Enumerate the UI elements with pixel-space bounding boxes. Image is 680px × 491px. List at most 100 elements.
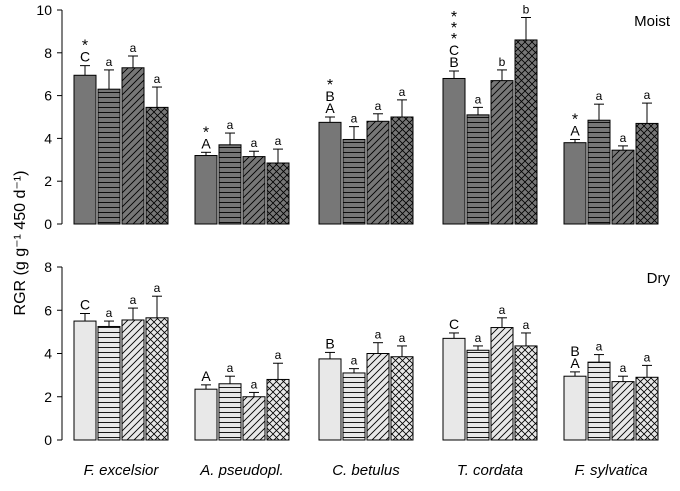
bar bbox=[342, 372, 366, 441]
bar bbox=[390, 356, 414, 441]
significance-star: * bbox=[203, 124, 209, 141]
bar bbox=[587, 361, 611, 441]
y-tick-label: 4 bbox=[44, 130, 52, 146]
panel-title: Moist bbox=[634, 13, 671, 30]
bar bbox=[73, 74, 97, 225]
bar bbox=[635, 376, 659, 441]
significance-letter: a bbox=[620, 131, 627, 145]
x-category-label: F. excelsior bbox=[84, 462, 160, 479]
significance-letter: a bbox=[227, 361, 234, 375]
bar bbox=[490, 327, 514, 441]
bar bbox=[442, 337, 466, 441]
significance-letter: a bbox=[475, 92, 482, 106]
significance-letter: a bbox=[130, 293, 137, 307]
bar bbox=[390, 116, 414, 225]
significance-letter: a bbox=[275, 134, 282, 148]
significance-letter: A bbox=[201, 368, 211, 384]
significance-letter: a bbox=[154, 72, 161, 86]
significance-letter: a bbox=[523, 318, 530, 332]
significance-letter: a bbox=[375, 99, 382, 113]
significance-letter: a bbox=[399, 331, 406, 345]
bar bbox=[97, 325, 121, 441]
bar-group: BAa a a bbox=[563, 340, 659, 441]
bar bbox=[97, 88, 121, 225]
significance-letter: a bbox=[227, 118, 234, 132]
significance-letter: a bbox=[375, 328, 382, 342]
significance-letter: a bbox=[596, 89, 603, 103]
bar-group: C* a a a bbox=[73, 38, 169, 225]
y-tick-label: 6 bbox=[44, 302, 52, 318]
bar bbox=[194, 155, 218, 225]
significance-star: * bbox=[451, 9, 457, 26]
significance-star: * bbox=[451, 20, 457, 37]
significance-letter: B bbox=[325, 335, 334, 351]
significance-letter: a bbox=[251, 377, 258, 391]
significance-letter: a bbox=[251, 136, 258, 150]
significance-star: * bbox=[82, 38, 88, 55]
x-category-label: F. sylvatica bbox=[574, 462, 647, 479]
significance-letter: a bbox=[499, 303, 506, 317]
bar bbox=[611, 149, 635, 225]
significance-letter: C bbox=[80, 49, 90, 65]
significance-star: * bbox=[451, 31, 457, 48]
significance-letter: a bbox=[130, 41, 137, 55]
significance-letter: C bbox=[449, 42, 459, 58]
bar bbox=[466, 114, 490, 225]
bar bbox=[194, 388, 218, 441]
bar bbox=[563, 142, 587, 225]
x-category-label: T. cordata bbox=[457, 462, 523, 479]
bar bbox=[145, 106, 169, 225]
x-category-label: C. betulus bbox=[332, 462, 400, 479]
bar bbox=[266, 162, 290, 225]
bar-group: A* a a a bbox=[194, 118, 290, 225]
bar bbox=[121, 67, 145, 225]
bar bbox=[121, 319, 145, 441]
bar-group: BA * a a a bbox=[318, 77, 414, 225]
significance-letter: a bbox=[596, 340, 603, 354]
significance-letter: B bbox=[325, 88, 334, 104]
y-tick-label: 0 bbox=[44, 432, 52, 448]
bar bbox=[145, 317, 169, 441]
bar bbox=[490, 80, 514, 225]
significance-letter: a bbox=[644, 350, 651, 364]
significance-letter: C bbox=[80, 296, 90, 312]
significance-letter: b bbox=[523, 2, 530, 16]
y-tick-label: 2 bbox=[44, 389, 52, 405]
significance-letter: a bbox=[351, 354, 358, 368]
y-tick-label: 0 bbox=[44, 216, 52, 232]
bar-group: A* a a a bbox=[563, 88, 659, 225]
bar bbox=[242, 156, 266, 225]
x-category-label: A. pseudopl. bbox=[199, 462, 283, 479]
significance-letter: a bbox=[644, 88, 651, 102]
bar bbox=[563, 375, 587, 441]
significance-star: * bbox=[327, 77, 333, 94]
bar-group: Ca a a bbox=[73, 281, 169, 441]
bar bbox=[266, 378, 290, 441]
bar bbox=[466, 349, 490, 441]
bar bbox=[611, 381, 635, 441]
significance-letter: a bbox=[154, 281, 161, 295]
bar bbox=[218, 144, 242, 225]
significance-letter: a bbox=[106, 55, 113, 69]
bar bbox=[514, 345, 538, 441]
significance-letter: B bbox=[449, 54, 458, 70]
significance-letter: B bbox=[570, 343, 579, 359]
bar bbox=[318, 358, 342, 441]
bar bbox=[242, 396, 266, 441]
y-tick-label: 8 bbox=[44, 45, 52, 61]
significance-letter: A bbox=[570, 355, 580, 371]
bar bbox=[514, 39, 538, 225]
bar bbox=[442, 77, 466, 225]
y-axis-label: RGR (g g⁻¹ 450 d⁻¹) bbox=[12, 171, 29, 316]
bar bbox=[318, 121, 342, 225]
significance-letter: A bbox=[570, 122, 580, 138]
bar bbox=[366, 353, 390, 441]
significance-letter: a bbox=[351, 112, 358, 126]
significance-letter: a bbox=[106, 306, 113, 320]
y-tick-label: 10 bbox=[36, 2, 52, 18]
significance-letter: C bbox=[449, 316, 459, 332]
